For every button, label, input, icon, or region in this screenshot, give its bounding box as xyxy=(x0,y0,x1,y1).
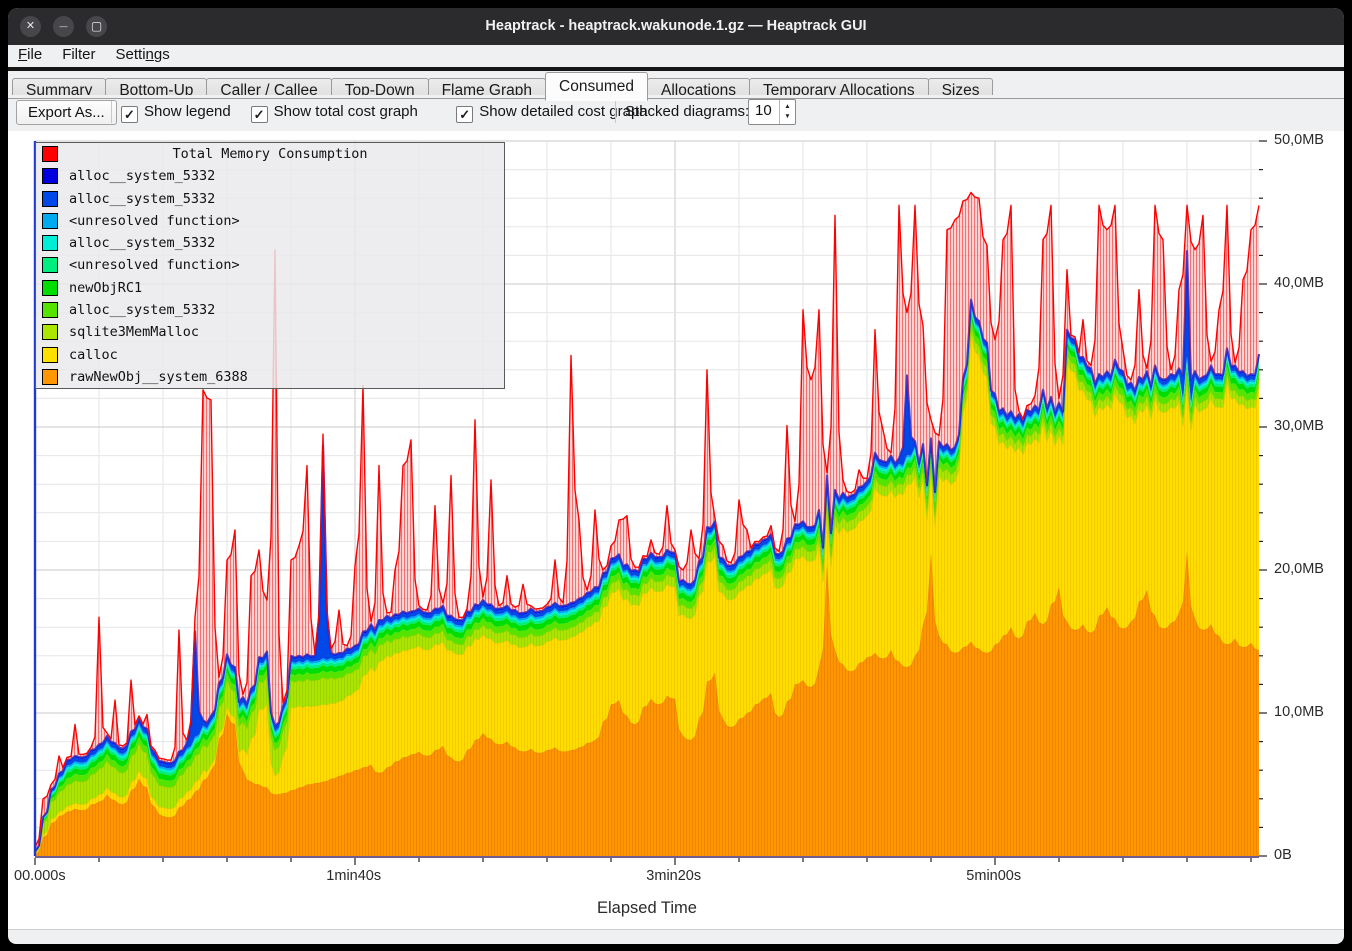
y-tick-label: 30,0MB xyxy=(1274,418,1324,434)
stacked-diagrams-spinbox[interactable]: 10 xyxy=(748,99,796,125)
checkbox-label: Show detailed cost graph xyxy=(479,103,648,120)
legend-swatch xyxy=(42,302,58,319)
legend-label: calloc xyxy=(69,346,118,363)
toolbar-separator xyxy=(111,101,112,123)
legend-swatch xyxy=(42,146,58,162)
window-title: Heaptrack - heaptrack.wakunode.1.gz — He… xyxy=(485,18,867,34)
legend-label: alloc__system_5332 xyxy=(69,302,216,319)
checkmark-icon xyxy=(121,106,138,123)
legend-label: alloc__system_5332 xyxy=(69,168,216,185)
checkmark-icon xyxy=(250,106,268,123)
chart-legend: Total Memory Consumption alloc__system_53… xyxy=(35,142,505,389)
legend-swatch xyxy=(42,212,58,229)
legend-label: alloc__system_5332 xyxy=(69,235,216,252)
close-icon[interactable] xyxy=(20,16,41,37)
legend-label: <unresolved function> xyxy=(69,212,240,229)
menu-settings[interactable]: Settings xyxy=(115,46,170,63)
legend-swatch xyxy=(42,168,58,185)
legend-row: calloc xyxy=(36,344,504,366)
legend-row: rawNewObj__system_6388 xyxy=(36,366,504,388)
legend-label: sqlite3MemMalloc xyxy=(69,324,200,341)
legend-swatch xyxy=(42,190,58,207)
export-as-button[interactable]: Export As... xyxy=(16,100,117,125)
y-tick-label: 10,0MB xyxy=(1274,704,1324,720)
legend-label: alloc__system_5332 xyxy=(69,190,216,207)
maximize-icon[interactable] xyxy=(86,16,107,37)
checkbox-show-legend[interactable]: Show legend xyxy=(121,103,231,123)
legend-row: <unresolved function> xyxy=(36,254,504,276)
y-tick-label: 20,0MB xyxy=(1274,561,1324,577)
legend-swatch xyxy=(42,235,58,252)
legend-row: sqlite3MemMalloc xyxy=(36,321,504,343)
legend-row: Total Memory Consumption xyxy=(36,143,504,165)
checkbox-label: Show legend xyxy=(144,103,231,120)
legend-swatch xyxy=(42,368,58,385)
spin-down-icon[interactable] xyxy=(780,112,795,124)
stacked-diagrams-label: Stacked diagrams: xyxy=(625,103,750,120)
chart-plot[interactable] xyxy=(8,131,1344,929)
legend-row: alloc__system_5332 xyxy=(36,188,504,210)
legend-row: alloc__system_5332 xyxy=(36,299,504,321)
spinbox-value: 10 xyxy=(755,102,772,119)
checkbox-label: Show total cost graph xyxy=(273,103,418,120)
menu-filter[interactable]: Filter xyxy=(62,46,96,63)
legend-row: alloc__system_5332 xyxy=(36,232,504,254)
legend-row: <unresolved function> xyxy=(36,210,504,232)
legend-row: alloc__system_5332 xyxy=(36,165,504,187)
app-window: Heaptrack - heaptrack.wakunode.1.gz — He… xyxy=(8,8,1344,944)
legend-label: <unresolved function> xyxy=(69,257,240,274)
legend-swatch xyxy=(42,324,58,341)
spinbox-buttons xyxy=(779,100,795,124)
x-tick-label: 3min20s xyxy=(646,868,702,884)
consumed-chart: Total Memory Consumption alloc__system_53… xyxy=(8,131,1344,930)
checkbox-show-detailed-cost-graph[interactable]: Show detailed cost graph xyxy=(456,103,648,123)
legend-swatch xyxy=(42,257,58,274)
minimize-icon[interactable] xyxy=(53,16,74,37)
toolbar: Export As... Show legend Show total cost … xyxy=(8,95,1344,131)
menu-file[interactable]: File xyxy=(18,46,43,63)
legend-label: newObjRC1 xyxy=(69,279,143,296)
legend-row: newObjRC1 xyxy=(36,277,504,299)
tab-bar-baseline xyxy=(8,98,1344,99)
menu-bar: File Filter Settings xyxy=(8,45,1344,67)
legend-label: rawNewObj__system_6388 xyxy=(69,368,248,385)
y-tick-label: 50,0MB xyxy=(1274,132,1324,148)
spin-up-icon[interactable] xyxy=(780,100,795,112)
x-tick-label: 5min00s xyxy=(966,868,1022,884)
toolbar-separator xyxy=(615,101,616,123)
y-tick-label: 40,0MB xyxy=(1274,275,1324,291)
x-tick-label: 1min40s xyxy=(326,868,382,884)
x-axis-title: Elapsed Time xyxy=(597,899,697,917)
y-tick-label: 0B xyxy=(1274,847,1292,863)
legend-swatch xyxy=(42,279,58,296)
title-bar: Heaptrack - heaptrack.wakunode.1.gz — He… xyxy=(8,8,1344,45)
checkbox-show-total-cost-graph[interactable]: Show total cost graph xyxy=(250,103,418,123)
legend-title: Total Memory Consumption xyxy=(172,146,368,162)
x-tick-label: 00.000s xyxy=(14,868,66,884)
tab-consumed[interactable]: Consumed xyxy=(545,72,648,101)
checkmark-icon xyxy=(456,106,474,123)
legend-swatch xyxy=(42,346,58,363)
